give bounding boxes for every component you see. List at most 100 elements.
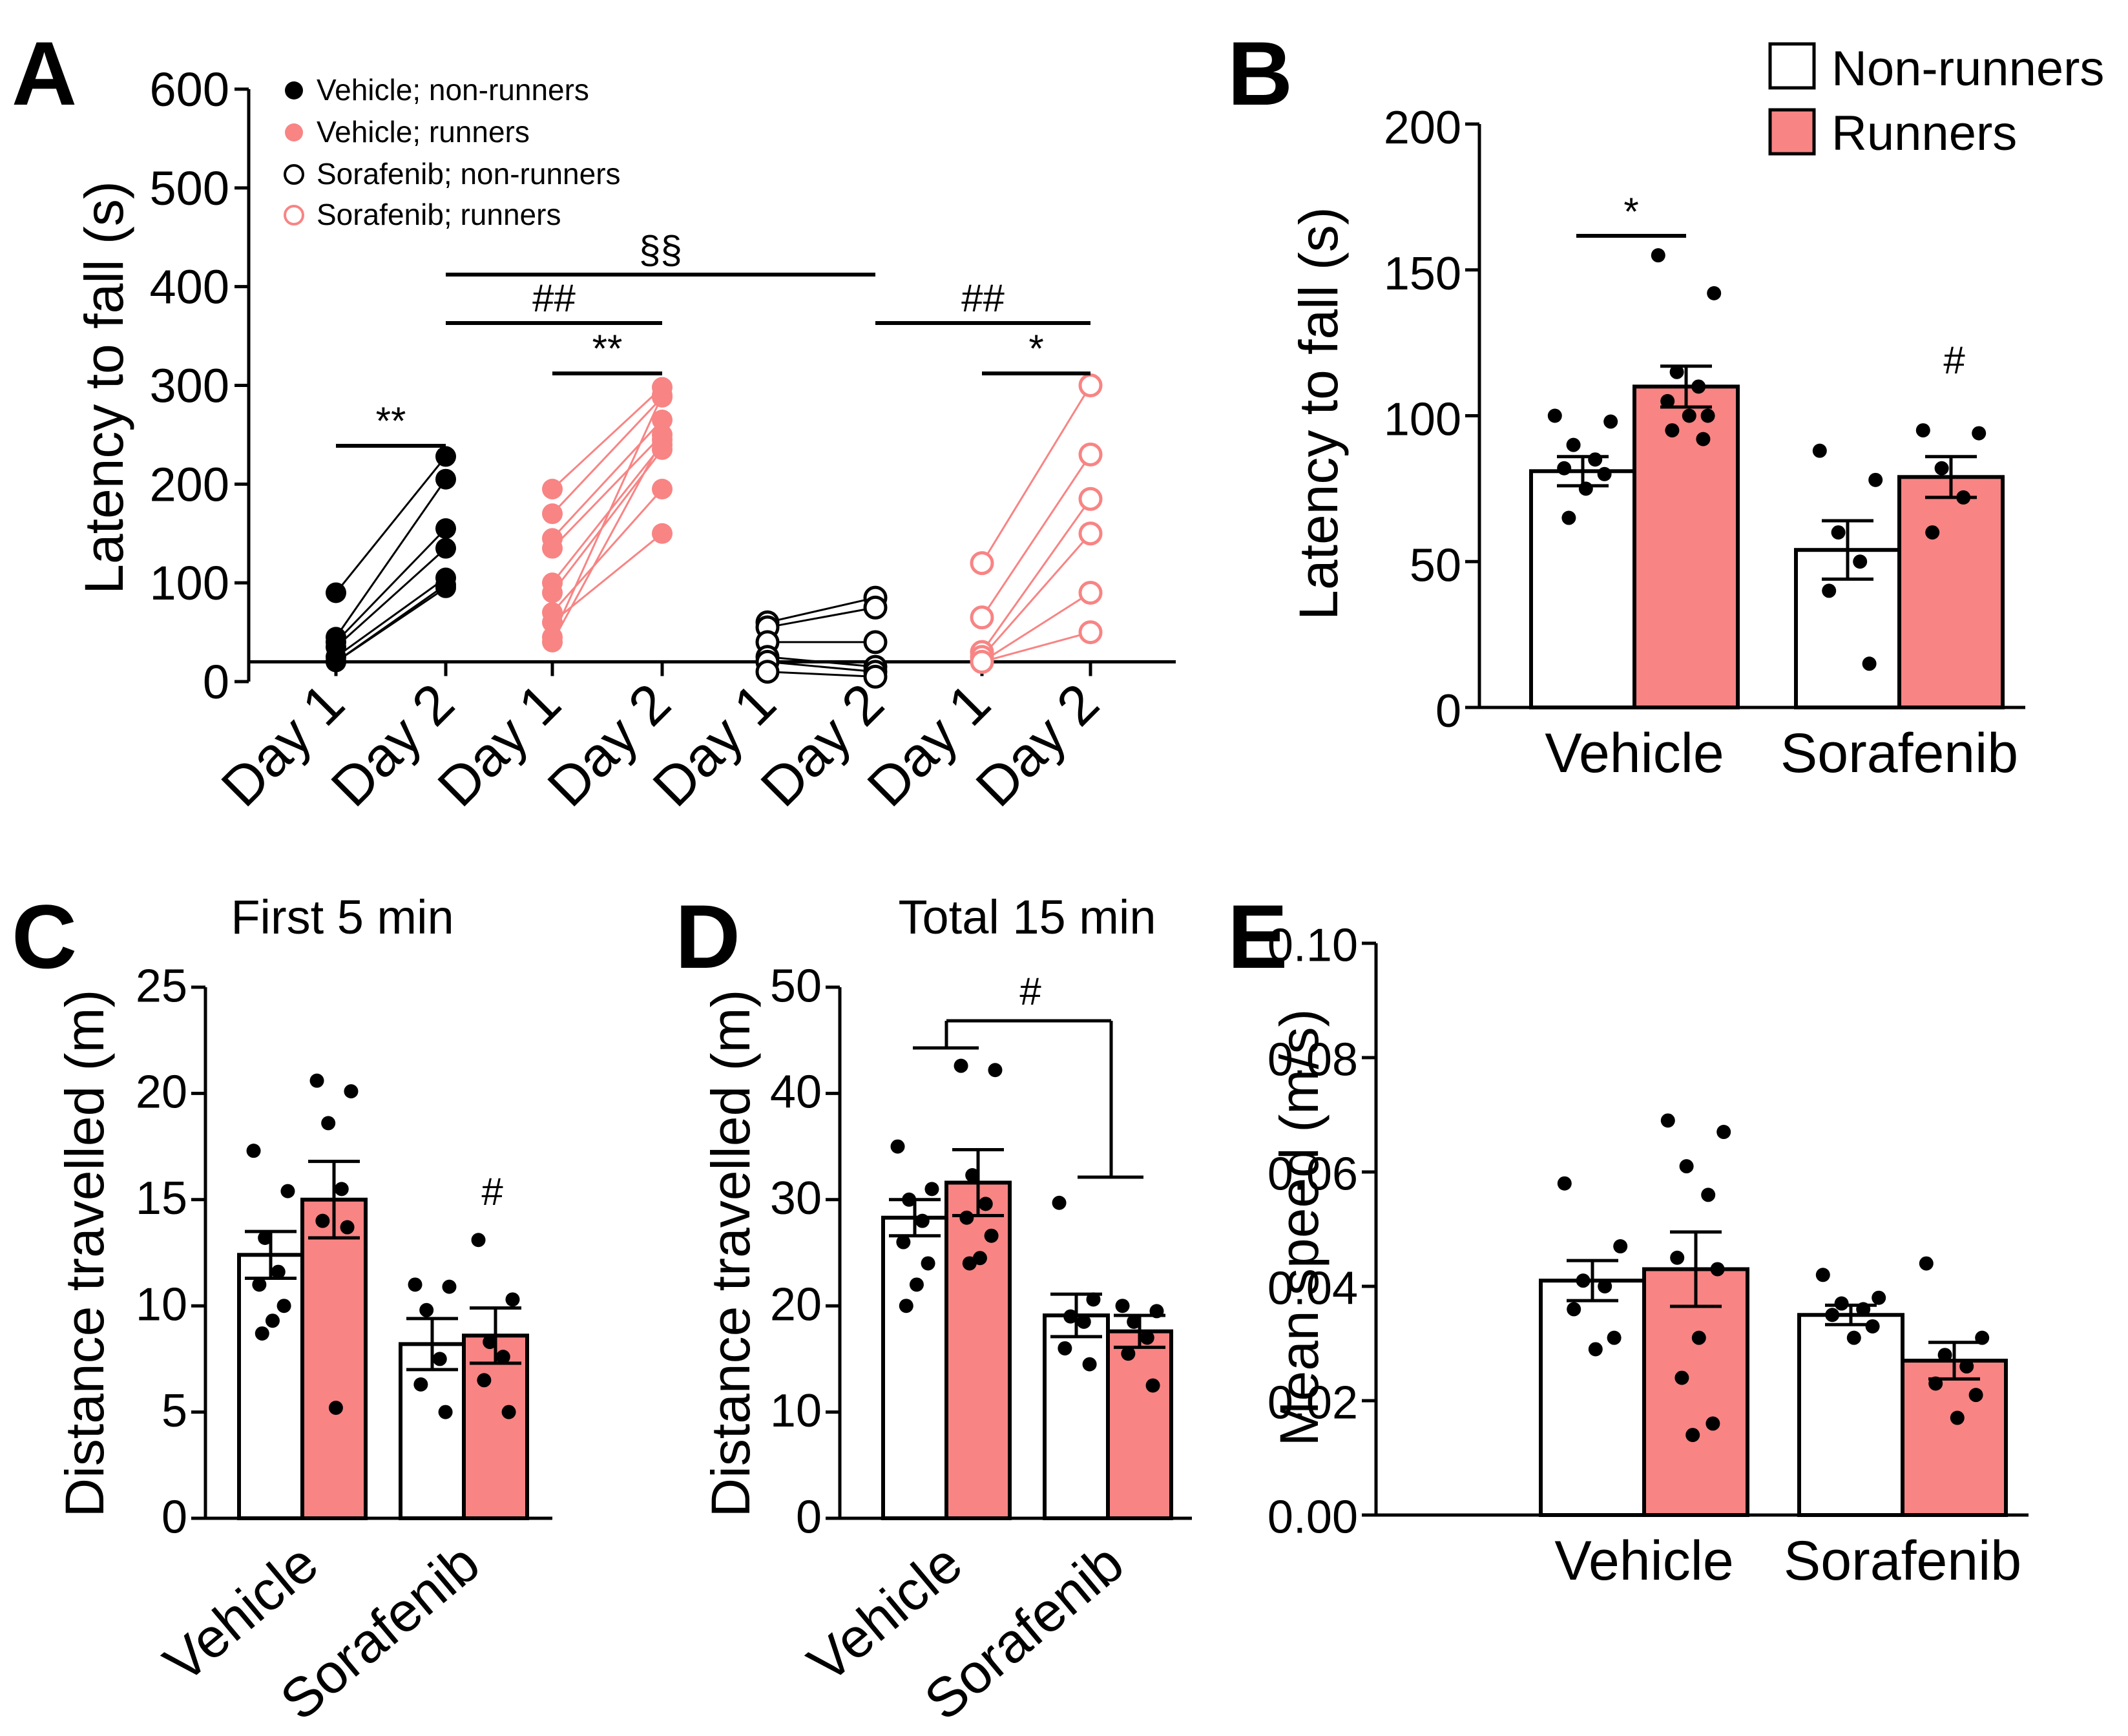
data-point-b [1547, 408, 1562, 423]
data-point-e [1674, 1370, 1689, 1385]
data-point-c [265, 1313, 280, 1328]
legend-swatch-nonrunners [1768, 42, 1816, 90]
data-point-b [1831, 525, 1846, 540]
data-point-e [1685, 1428, 1700, 1443]
xtick-label-a: Day 1 [642, 672, 788, 819]
data-point-b [1665, 423, 1680, 438]
data-point-e [1679, 1159, 1694, 1174]
sig-b-sorafenib-label: # [1943, 339, 1965, 382]
bar-c [237, 1253, 304, 1520]
pair-line [981, 454, 1092, 618]
ytick-label-e: 0.06 [1267, 1148, 1358, 1200]
data-point-d [954, 1058, 968, 1073]
xtick-label-e: Vehicle [1554, 1530, 1733, 1592]
data-point-e [1710, 1262, 1725, 1277]
data-point-d [1052, 1195, 1067, 1210]
data-point-c [255, 1326, 269, 1341]
data-point-e [1834, 1296, 1849, 1311]
pair-line [551, 396, 663, 515]
data-point-d [1058, 1341, 1072, 1355]
data-point-c [483, 1335, 497, 1350]
sig-a-day2-sorafenib-label: ## [961, 277, 1005, 320]
panel-letter-d: D [675, 886, 740, 987]
data-point-b [1812, 443, 1827, 458]
ylabel-d: Distance travelled (m) [700, 990, 761, 1518]
data-point [1078, 580, 1103, 605]
bar-b [1633, 384, 1740, 709]
data-point-e [1975, 1330, 1990, 1345]
data-point-b [1822, 583, 1837, 598]
data-point-b [1588, 452, 1603, 467]
data-point [1078, 486, 1103, 511]
ylabel-e: Mean speed (m/s) [1269, 1009, 1330, 1447]
data-point-e [1567, 1302, 1581, 1317]
panel-letter-b: B [1227, 23, 1293, 124]
panel-letter-e: E [1227, 886, 1288, 987]
pair-line [335, 455, 447, 594]
ytick-label-d: 50 [770, 960, 822, 1012]
data-point-c [471, 1233, 486, 1248]
data-point-d [962, 1256, 977, 1271]
data-point-e [1576, 1273, 1591, 1288]
data-point-d [1076, 1314, 1091, 1329]
ytick-label-b: 150 [1384, 248, 1461, 300]
ylabel-b: Latency to fall (s) [1288, 207, 1349, 620]
pair-line [551, 439, 663, 643]
data-point-c [258, 1230, 273, 1245]
legend-label-a: Vehicle; runners [317, 115, 530, 149]
data-point-d [1127, 1314, 1142, 1329]
data-point-c [315, 1213, 330, 1228]
data-point-e [1716, 1125, 1731, 1140]
pair-line [335, 478, 447, 638]
pair-line [551, 488, 663, 614]
data-point-d [965, 1167, 980, 1182]
data-point-c [501, 1405, 516, 1419]
data-point-c [252, 1277, 267, 1292]
data-point-c [321, 1116, 336, 1131]
xtick-label-a: Day 1 [856, 672, 1003, 819]
legend-marker-a [285, 81, 303, 99]
data-point-e [1557, 1176, 1572, 1191]
ytick-label-b: 0 [1435, 685, 1461, 737]
data-point [970, 551, 994, 576]
pair-line [551, 419, 663, 539]
data-point [1078, 442, 1103, 466]
ytick-label-c: 15 [136, 1173, 187, 1224]
data-point-c [280, 1184, 295, 1198]
ytick-label-e: 0.08 [1267, 1034, 1358, 1085]
bar-b [1897, 475, 2005, 709]
data-point-c [432, 1352, 447, 1366]
data-point-b [1691, 379, 1706, 394]
data-point-e [1706, 1416, 1720, 1431]
data-point-d [1121, 1346, 1136, 1361]
ytick-label-c: 20 [136, 1067, 187, 1118]
data-point-c [413, 1377, 428, 1392]
ytick-label-d: 40 [770, 1067, 822, 1118]
data-point [435, 518, 456, 539]
data-point-b [1660, 393, 1675, 408]
data-point [435, 538, 456, 559]
data-point [542, 582, 563, 603]
data-point-c [477, 1373, 492, 1388]
data-point [542, 478, 563, 499]
data-point-b [1700, 408, 1715, 423]
ytick-label-c: 0 [162, 1491, 187, 1543]
data-point-d [1086, 1292, 1101, 1307]
pair-line [767, 606, 876, 629]
bar-d [881, 1215, 948, 1521]
data-point-d [899, 1299, 913, 1313]
data-point-e [1856, 1302, 1871, 1317]
data-point [863, 664, 888, 689]
data-point-d [1149, 1304, 1164, 1319]
data-point-e [1691, 1330, 1706, 1345]
data-point-c [334, 1182, 349, 1197]
data-point [542, 631, 563, 653]
sig-d-label: # [1019, 970, 1041, 1013]
data-point-b [1934, 461, 1949, 476]
data-point [652, 478, 673, 499]
title-c: First 5 min [231, 890, 454, 944]
data-point-b [1578, 481, 1593, 496]
data-point-b [1707, 286, 1722, 300]
legend-marker-a [284, 164, 304, 185]
xtick-label-a: Day 2 [965, 672, 1111, 819]
